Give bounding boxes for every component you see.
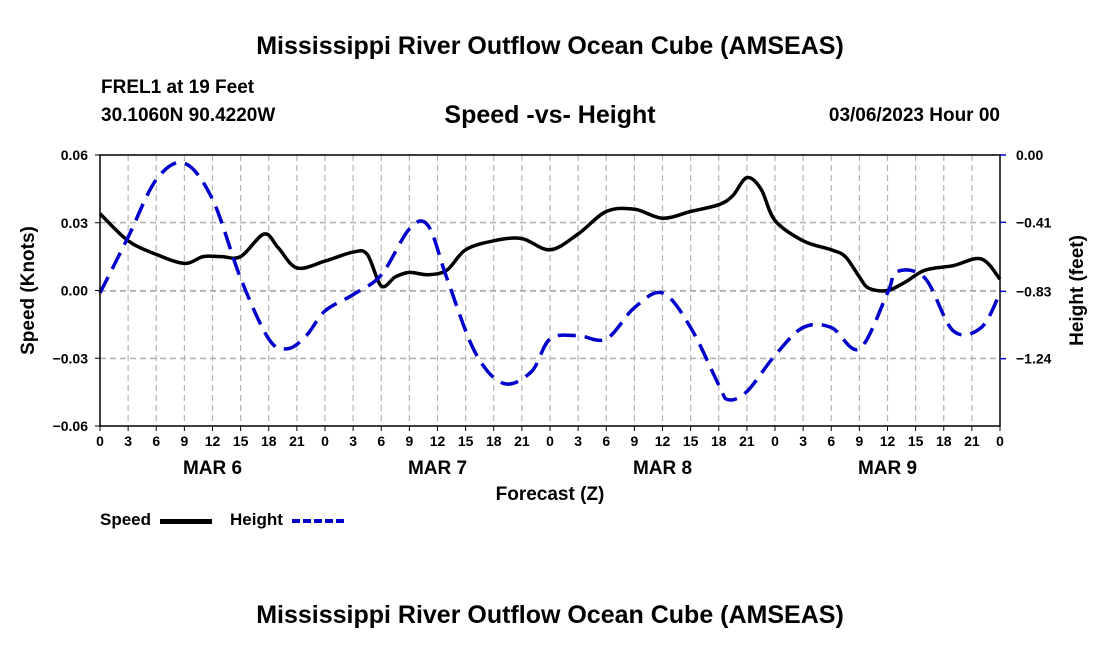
day-label: MAR 6 <box>183 458 242 479</box>
x-tick-label: 15 <box>683 433 699 449</box>
y-axis-label-right: Height (feet) <box>1067 235 1088 346</box>
y-right-tick-label: 0.00 <box>1016 147 1043 163</box>
footer-title: Mississippi River Outflow Ocean Cube (AM… <box>256 601 844 629</box>
legend-height-swatch <box>292 519 344 523</box>
x-tick-label: 6 <box>152 433 160 449</box>
legend-speed-label: Speed <box>100 510 152 529</box>
x-tick-label: 6 <box>827 433 835 449</box>
x-tick-label: 15 <box>233 433 249 449</box>
x-tick-label: 12 <box>205 433 221 449</box>
chart-title-main: Mississippi River Outflow Ocean Cube (AM… <box>256 32 844 60</box>
y-right-tick-label: −1.24 <box>1016 351 1052 367</box>
x-tick-label: 9 <box>855 433 863 449</box>
x-tick-label: 0 <box>996 433 1004 449</box>
x-tick-label: 12 <box>430 433 446 449</box>
station-label: FREL1 at 19 Feet <box>101 77 255 98</box>
axis-ticks <box>95 154 1006 431</box>
x-tick-label: 12 <box>655 433 671 449</box>
x-tick-label: 9 <box>630 433 638 449</box>
y-tick-label: −0.06 <box>53 418 89 434</box>
day-label: MAR 9 <box>858 458 917 479</box>
x-tick-label: 15 <box>908 433 924 449</box>
x-tick-label: 0 <box>771 433 779 449</box>
y-right-tick-label: −0.83 <box>1016 283 1052 299</box>
x-tick-label: 0 <box>96 433 104 449</box>
legend-height-label: Height <box>230 510 283 529</box>
y-axis-label: Speed (Knots) <box>18 226 39 355</box>
x-tick-label: 21 <box>739 433 755 449</box>
x-tick-label: 18 <box>261 433 277 449</box>
x-tick-label: 12 <box>880 433 896 449</box>
series-line-height <box>98 160 1002 402</box>
x-tick-label: 3 <box>349 433 357 449</box>
x-tick-label: 18 <box>486 433 502 449</box>
coordinates-label: 30.1060N 90.4220W <box>101 105 276 126</box>
y-tick-label: 0.03 <box>61 215 88 231</box>
series-lines <box>98 160 1002 402</box>
day-label: MAR 8 <box>633 458 692 479</box>
x-tick-label: 0 <box>321 433 329 449</box>
x-tick-label: 9 <box>180 433 188 449</box>
legend-speed-swatch <box>160 519 212 524</box>
y-tick-label: 0.06 <box>61 147 88 163</box>
axis-labels: 0 3 6 9 12 15 18 21 0 3 6 9 12 15 18 21 0 3 6 9 12 15 18 21 0 3 6 9… <box>18 147 1088 505</box>
x-tick-label: 3 <box>799 433 807 449</box>
x-tick-label: 3 <box>574 433 582 449</box>
x-tick-label: 21 <box>289 433 305 449</box>
x-tick-label: 0 <box>546 433 554 449</box>
y-tick-label: −0.03 <box>53 350 89 366</box>
grid-lines <box>100 154 1000 426</box>
series-line-speed <box>98 175 1002 293</box>
x-tick-label: 21 <box>514 433 530 449</box>
y-tick-label: 0.00 <box>61 283 88 299</box>
chart-subtitle: Speed -vs- Height <box>444 101 656 129</box>
x-tick-label: 3 <box>124 433 132 449</box>
y-right-tick-label: −0.41 <box>1016 214 1052 230</box>
x-axis-label: Forecast (Z) <box>496 484 605 505</box>
x-tick-label: 18 <box>711 433 727 449</box>
day-label: MAR 7 <box>408 458 467 479</box>
x-tick-label: 6 <box>602 433 610 449</box>
forecast-date-label: 03/06/2023 Hour 00 <box>828 105 1000 126</box>
x-tick-label: 6 <box>377 433 385 449</box>
x-tick-label: 9 <box>405 433 413 449</box>
x-tick-label: 15 <box>458 433 474 449</box>
x-tick-label: 21 <box>964 433 980 449</box>
x-tick-label: 18 <box>936 433 952 449</box>
